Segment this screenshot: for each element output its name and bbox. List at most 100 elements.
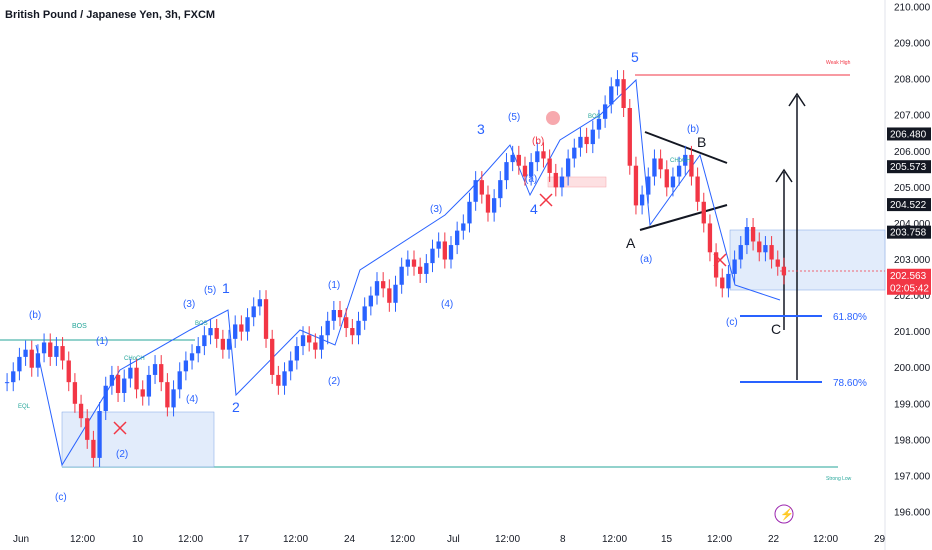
x-tick-label: 10 — [132, 534, 144, 545]
candle-body — [245, 317, 250, 332]
wave-label: (b) — [29, 310, 41, 321]
candle-body — [485, 194, 491, 213]
candle-body — [781, 266, 787, 276]
candle-body — [344, 317, 349, 329]
candle-body — [448, 245, 454, 260]
supply-zone — [547, 176, 607, 188]
candle-body — [664, 169, 669, 188]
price-tag — [887, 160, 931, 174]
candle-body — [744, 227, 750, 246]
wave-label: (c) — [726, 317, 738, 328]
candle-body — [683, 154, 688, 166]
candle-body — [226, 338, 232, 350]
time-axis[interactable]: Jun 12:00 10 12:00 17 12:00 24 12:00 Jul 12:00 8 12… — [13, 534, 886, 545]
wave-label: A — [626, 235, 636, 251]
price-tag — [887, 225, 931, 239]
candle-body — [467, 201, 472, 224]
marker-dot — [546, 111, 560, 125]
candle-body — [48, 342, 53, 357]
y-tick-label: 202.000 — [894, 291, 931, 302]
candle-body — [54, 346, 59, 357]
candle-body — [146, 374, 152, 397]
candle-body — [91, 439, 96, 458]
wave-label: CHoCH — [124, 356, 145, 362]
wave-label: (1) — [328, 280, 340, 291]
candle-body — [288, 360, 293, 372]
candle-body — [85, 418, 90, 440]
price-axis[interactable]: 196.000 197.000 198.000 199.000 200.000 201.0… — [894, 3, 931, 519]
wave-label: (2) — [328, 376, 340, 387]
wave-label: (b) — [687, 124, 699, 135]
lightning-icon: ⚡ — [780, 508, 794, 521]
y-tick-label: 203.000 — [894, 255, 931, 266]
candle-body — [405, 259, 410, 267]
candle-body — [11, 371, 16, 383]
candle-body — [263, 299, 269, 339]
y-tick-label: 210.000 — [894, 3, 931, 14]
candle-body — [393, 284, 398, 303]
y-tick-label: 199.000 — [894, 399, 931, 410]
candle-body — [109, 374, 115, 386]
candle-body — [97, 411, 102, 458]
candle-body — [270, 338, 275, 375]
candle-body — [29, 349, 34, 368]
candle-body — [424, 263, 429, 274]
candle-body — [528, 162, 534, 177]
candle-body — [331, 310, 337, 321]
candle-body — [103, 385, 108, 411]
wave-label: 4 — [530, 201, 538, 217]
candle-body — [208, 328, 213, 336]
candle-body — [522, 165, 528, 177]
candle-body — [337, 310, 343, 318]
candle-body — [313, 342, 318, 350]
candle-body — [491, 198, 497, 213]
events-badge[interactable] — [774, 504, 794, 524]
candle-body — [652, 158, 657, 177]
candles-series — [4, 70, 787, 467]
candle-body — [276, 374, 281, 386]
wave-label: BOS — [588, 114, 601, 120]
candle-body — [775, 259, 780, 267]
x-tick-label: 24 — [344, 534, 356, 545]
candle-body — [498, 180, 503, 199]
price-tags: 206.480 205.573 204.522 203.758 202.56302:05… — [887, 127, 931, 295]
candle-body — [510, 154, 515, 163]
candle-body — [572, 147, 577, 159]
x-tick-label: 15 — [661, 534, 673, 545]
candle-body — [214, 328, 219, 339]
candle-body — [738, 245, 743, 260]
candle-body — [374, 281, 380, 296]
candle-body — [553, 172, 558, 188]
x-tick-label: 12:00 — [70, 534, 95, 545]
demand-zone-2 — [729, 229, 886, 291]
candle-body — [183, 360, 189, 372]
candle-body — [350, 328, 355, 336]
candle-body — [565, 158, 571, 177]
candle-body — [362, 306, 367, 321]
candle-body — [590, 129, 595, 145]
y-tick-label: 198.000 — [894, 435, 931, 446]
y-tick-label: 207.000 — [894, 111, 931, 122]
candle-body — [436, 241, 441, 249]
candle-body — [769, 245, 774, 260]
candle-body — [750, 227, 756, 242]
candle-body — [418, 266, 423, 274]
candle-body — [430, 248, 435, 264]
price-tag — [887, 198, 931, 212]
candle-body — [454, 230, 460, 246]
x-markers — [113, 193, 727, 435]
wave-label: 1 — [222, 280, 230, 296]
candle-body — [615, 79, 620, 87]
x-tick-label: Jun — [13, 534, 29, 545]
candle-body — [381, 281, 386, 289]
target-arrow-long-head — [788, 92, 806, 107]
candle-body — [66, 360, 71, 383]
wave-label: (5) — [508, 112, 520, 123]
candle-body — [584, 136, 589, 145]
wave-labels: (b) BOS (1) CHoCH (3) (5) 1 BOS (c) (2) … — [18, 49, 781, 503]
candle-body — [41, 342, 47, 354]
y-tick-label: 205.000 — [894, 183, 931, 194]
candle-body — [325, 320, 330, 336]
candle-body — [294, 346, 300, 361]
